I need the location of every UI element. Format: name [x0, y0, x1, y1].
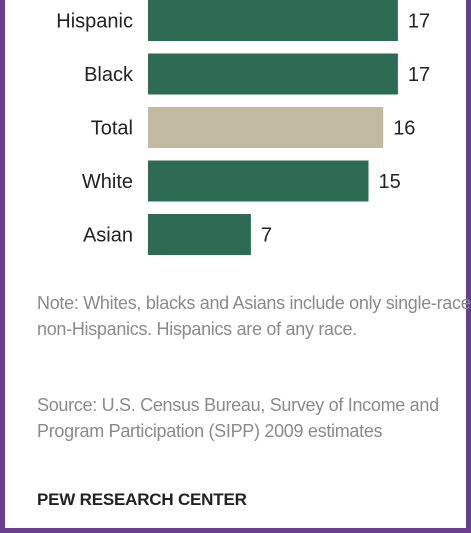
value-label-total: 16: [393, 118, 415, 140]
bar-asian: [148, 214, 251, 255]
value-label-black: 17: [408, 64, 430, 86]
category-label-black: Black: [84, 64, 134, 86]
value-label-hispanic: 17: [408, 11, 430, 33]
bar-total: [148, 107, 384, 148]
chart-source: Source: U.S. Census Bureau, Survey of In…: [37, 395, 439, 441]
category-label-white: White: [82, 171, 133, 193]
bar-chart: Hispanic 17 Black 17 Total 16 White 15 Asian 7: [56, 0, 430, 255]
category-label-asian: Asian: [83, 225, 133, 247]
chart-note: Note: Whites, blacks and Asians include …: [37, 293, 471, 339]
bar-white: [148, 160, 369, 202]
value-label-white: 15: [379, 171, 401, 193]
category-label-total: Total: [91, 118, 133, 140]
bar-hispanic: [148, 0, 398, 41]
value-label-asian: 7: [261, 225, 272, 247]
category-label-hispanic: Hispanic: [56, 11, 133, 33]
bar-black: [148, 53, 398, 95]
brand-label: PEW RESEARCH CENTER: [37, 490, 247, 509]
